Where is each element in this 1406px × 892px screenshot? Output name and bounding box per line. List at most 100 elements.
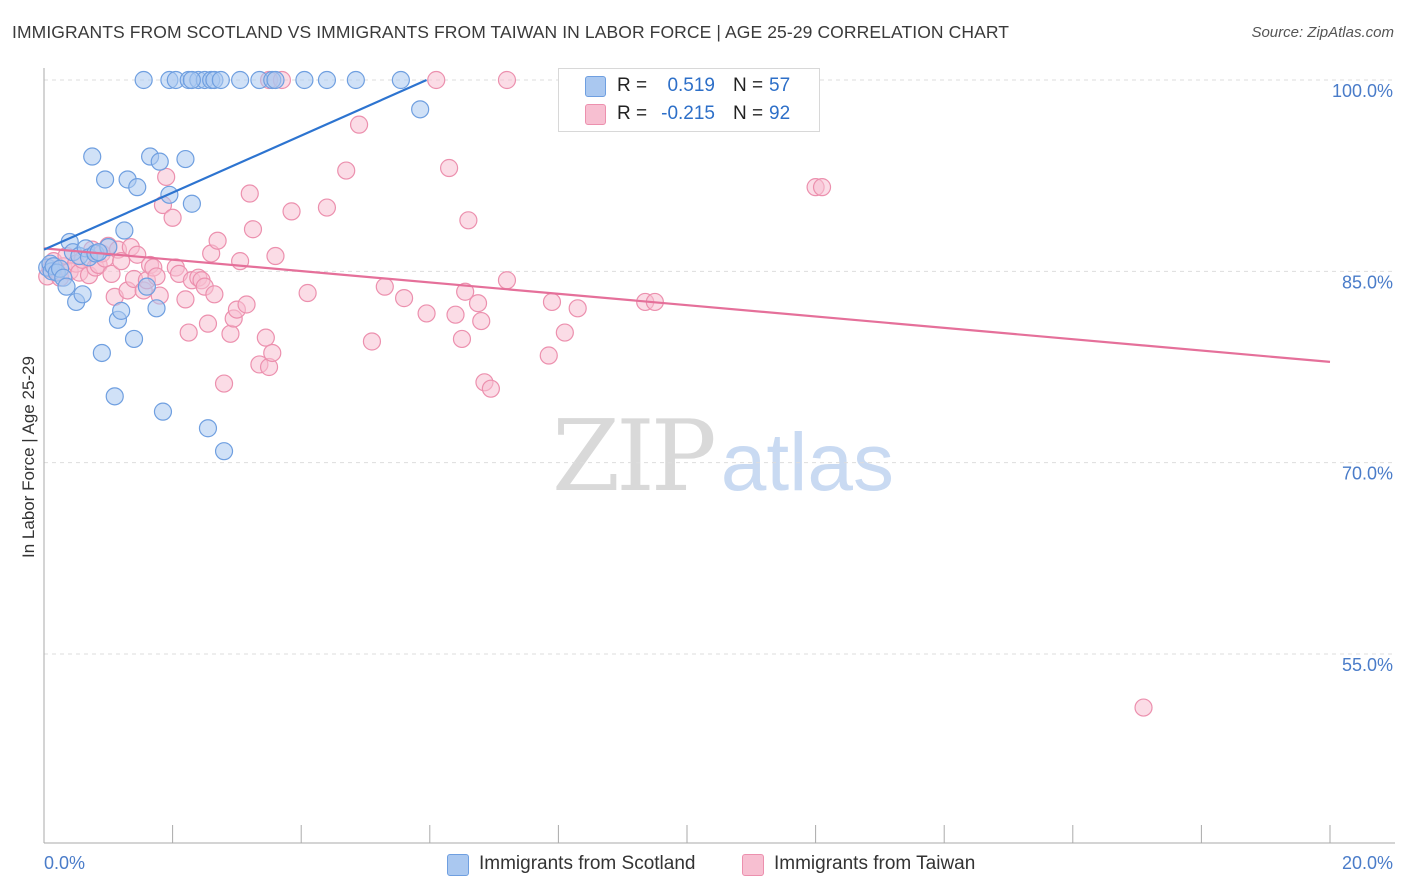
legend-n-value-taiwan: 92 <box>769 103 791 124</box>
scotland-point <box>295 70 314 90</box>
scotland-point <box>128 178 147 197</box>
scotland-point <box>198 419 218 438</box>
taiwan-point <box>812 178 832 197</box>
legend-r-label: R = <box>617 75 648 96</box>
taiwan-point <box>349 115 369 134</box>
taiwan-point <box>542 292 562 312</box>
y-tick-label: 85.0% <box>1342 272 1393 292</box>
taiwan-point <box>263 343 282 363</box>
scotland-point <box>134 70 153 90</box>
scotland-point <box>317 70 337 90</box>
series-legend: Immigrants from Scotland Immigrants from… <box>0 852 1406 878</box>
y-tick-label: 55.0% <box>1342 655 1393 675</box>
taiwan-point <box>417 304 436 323</box>
legend-label-scotland: Immigrants from Scotland <box>479 853 696 874</box>
taiwan-point <box>282 202 301 221</box>
scotland-point <box>182 194 201 213</box>
scotland-point <box>231 70 250 90</box>
scotland-point <box>391 70 410 90</box>
taiwan-point <box>568 299 587 318</box>
y-tick-label: 70.0% <box>1342 464 1393 484</box>
scotland-point <box>137 277 156 296</box>
taiwan-point <box>112 252 131 271</box>
legend-n-label: N = <box>733 75 764 96</box>
x-tick-label: 20.0% <box>1342 853 1393 873</box>
legend-n-value-scotland: 57 <box>769 75 791 96</box>
taiwan-point <box>456 282 475 301</box>
legend-r-value-scotland: 0.519 <box>667 75 715 96</box>
taiwan-point <box>243 220 263 239</box>
scotland-point <box>95 170 115 189</box>
series-taiwan-points <box>38 70 1153 717</box>
taiwan-point <box>1134 698 1153 717</box>
y-axis-label: In Labor Force | Age 25-29 <box>19 356 38 558</box>
scotland-point <box>92 343 111 363</box>
legend-swatch-taiwan <box>585 104 606 125</box>
chart-source: Source: ZipAtlas.com <box>1251 24 1394 41</box>
taiwan-point <box>481 379 500 398</box>
scotland-point <box>105 387 124 406</box>
taiwan-point <box>214 374 234 393</box>
taiwan-point <box>497 271 517 290</box>
taiwan-point <box>176 290 195 309</box>
y-tick-label: 100.0% <box>1332 81 1393 101</box>
trendline-scotland <box>43 78 428 251</box>
taiwan-point <box>446 305 465 324</box>
tick-labels: 100.0% 85.0% 70.0% 55.0% 0.0% 20.0% <box>44 81 1393 873</box>
taiwan-point <box>198 314 218 333</box>
scotland-point <box>57 277 76 296</box>
scotland-point <box>124 329 144 349</box>
taiwan-point <box>337 161 356 180</box>
scotland-point <box>214 442 234 461</box>
scotland-point <box>147 299 166 318</box>
trendline-taiwan <box>43 247 1331 363</box>
taiwan-point <box>157 167 176 187</box>
axes <box>43 68 1395 844</box>
scotland-point <box>346 70 365 90</box>
taiwan-point <box>362 332 382 351</box>
scotland-point <box>115 221 134 240</box>
scotland-point <box>112 301 131 320</box>
taiwan-point <box>317 198 337 217</box>
legend-label-taiwan: Immigrants from Taiwan <box>774 853 976 874</box>
taiwan-point <box>394 289 414 308</box>
taiwan-point <box>468 294 488 313</box>
x-tick-label: 0.0% <box>44 853 85 873</box>
legend-swatch-scotland <box>447 854 469 876</box>
scotland-point <box>266 70 285 90</box>
taiwan-point <box>221 324 240 343</box>
correlation-legend: R = 0.519 N = 57 R = -0.215 N = 92 <box>558 68 820 132</box>
scotland-point <box>73 285 92 304</box>
taiwan-point <box>266 246 285 266</box>
scotland-point <box>150 152 169 171</box>
taiwan-point <box>163 208 182 227</box>
scotland-point <box>182 70 201 90</box>
taiwan-point <box>375 277 394 296</box>
series-scotland-points <box>38 70 430 461</box>
zipatlas-watermark: ZIPatlas <box>552 400 894 514</box>
taiwan-point <box>539 346 558 365</box>
legend-swatch-scotland <box>585 76 606 97</box>
taiwan-point <box>452 329 472 349</box>
trendlines <box>43 78 1331 363</box>
taiwan-point <box>208 231 227 250</box>
grid-lines <box>44 79 1395 655</box>
legend-swatch-taiwan <box>742 854 764 876</box>
legend-row-taiwan: R = -0.215 N = 92 <box>559 101 819 127</box>
scotland-point <box>83 147 102 166</box>
legend-r-label: R = <box>617 103 648 124</box>
scotland-point <box>153 402 173 421</box>
taiwan-point <box>237 295 256 314</box>
taiwan-point <box>472 311 491 331</box>
taiwan-point <box>439 158 459 178</box>
watermark-zip: ZIP <box>552 400 717 514</box>
taiwan-point <box>102 264 121 283</box>
taiwan-point <box>427 70 446 90</box>
taiwan-point <box>459 211 478 230</box>
taiwan-point <box>497 70 517 90</box>
taiwan-point <box>256 328 275 347</box>
taiwan-point <box>205 285 224 304</box>
legend-n-label: N = <box>733 103 764 124</box>
taiwan-point <box>298 283 317 303</box>
